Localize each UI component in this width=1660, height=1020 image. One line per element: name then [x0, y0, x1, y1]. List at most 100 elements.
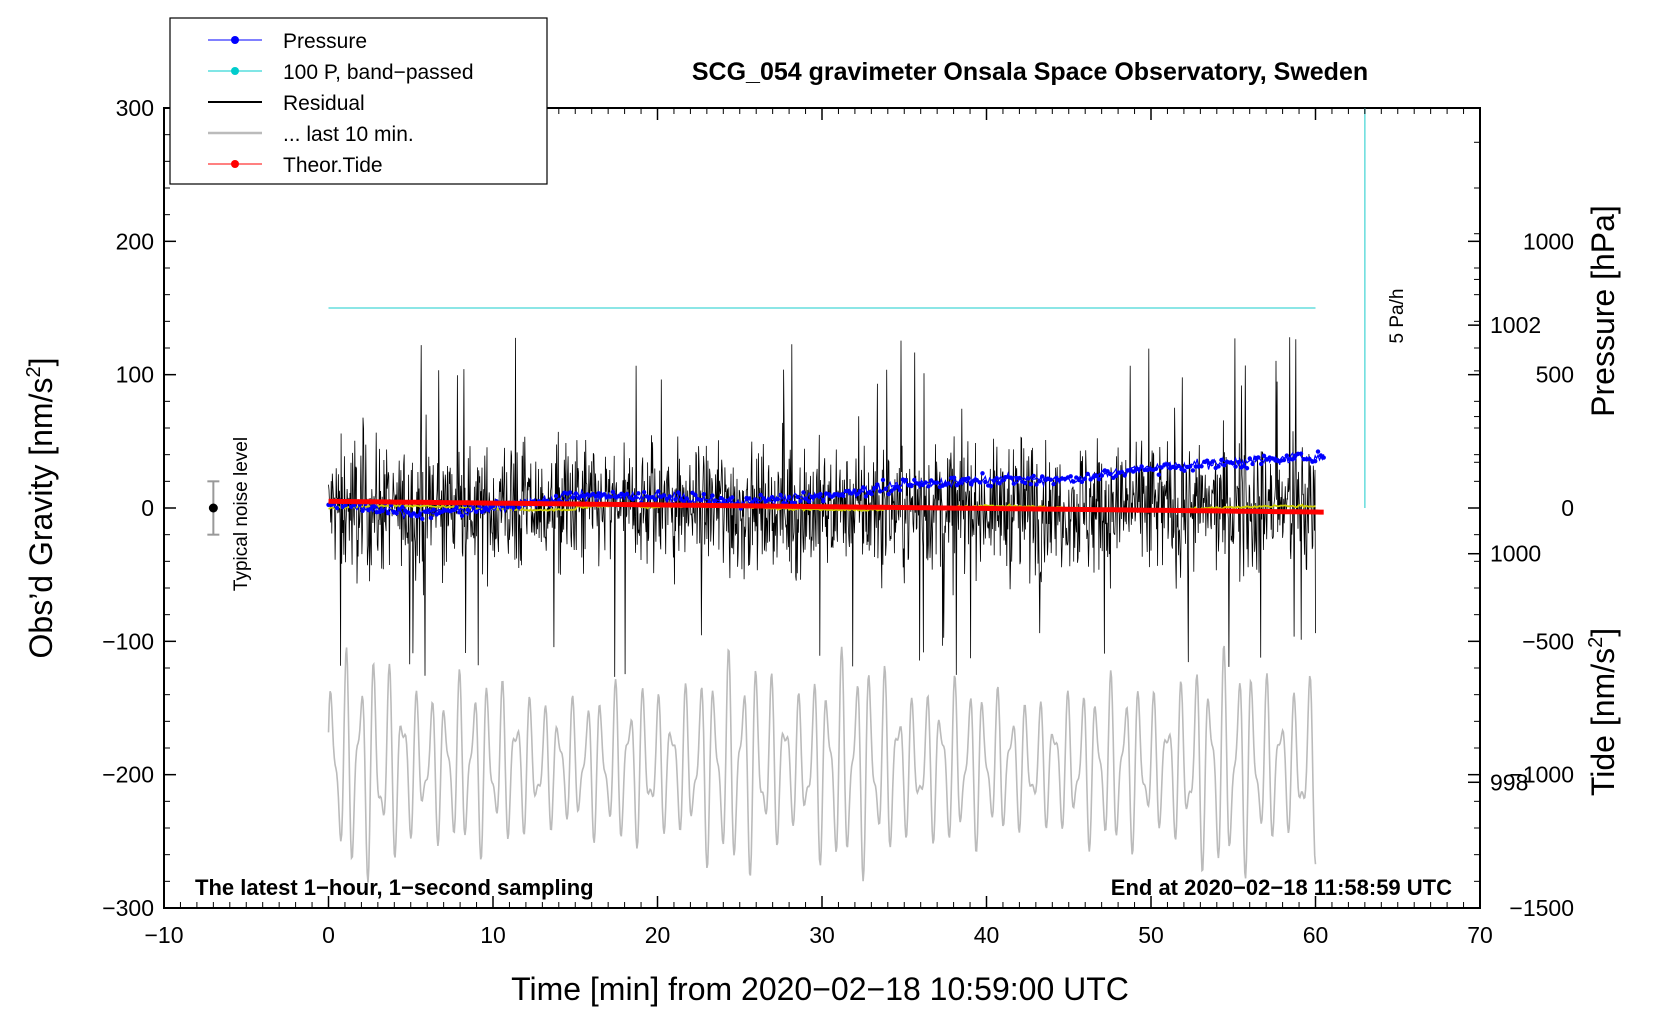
y-left-tick-label: −100	[102, 628, 154, 654]
y-tide-title-main: Tide [nm/s	[1585, 648, 1621, 796]
x-tick-label: 50	[1138, 922, 1164, 948]
y-tide-tick-label: −500	[1522, 628, 1574, 654]
pressure-point	[1028, 482, 1034, 487]
y-axis-left-title: Obs’d Gravity [nm/s2]	[23, 358, 59, 659]
pressure-point	[758, 492, 763, 498]
pressure-point	[818, 491, 823, 497]
legend-entry-tide: Theor.Tide	[208, 154, 383, 177]
legend-entry-last10: ... last 10 min.	[208, 123, 414, 146]
pressure-point	[988, 484, 994, 489]
pressure-point	[769, 494, 775, 500]
y-tide-tick-label: −1500	[1509, 895, 1574, 921]
pressure-point	[428, 515, 434, 521]
last-10-min-series	[327, 645, 1317, 883]
pressure-point	[1222, 463, 1227, 468]
legend-label-tide: Theor.Tide	[283, 154, 383, 177]
y-pressure-tick-label: 1000	[1490, 541, 1541, 567]
y-axis-pressure-title: Pressure [hPa]	[1585, 205, 1621, 417]
pressure-point	[1290, 457, 1295, 462]
pressure-point	[1156, 472, 1162, 477]
pressure-point	[806, 499, 812, 504]
pressure-point	[1068, 474, 1073, 479]
noise-marker	[207, 480, 220, 536]
y-left-tick-label: −300	[102, 895, 154, 921]
pressure-point	[420, 516, 425, 521]
pressure-point	[1031, 473, 1036, 479]
pressure-point	[636, 491, 641, 496]
tide-series	[328, 498, 1324, 515]
pressure-point	[479, 509, 485, 514]
y-pressure-tick-label: 998	[1490, 769, 1528, 795]
pressure-line	[327, 452, 1325, 520]
pressure-point	[360, 508, 365, 513]
footnote-left: The latest 1−hour, 1−second sampling	[195, 875, 594, 900]
pressure-point	[951, 475, 957, 480]
y-left-title-close: ]	[23, 358, 59, 367]
y-tide-tick-label: 500	[1536, 362, 1574, 388]
pressure-point	[1074, 475, 1079, 480]
x-tick-label: 70	[1467, 922, 1493, 948]
y-left-tick-label: −200	[102, 762, 154, 788]
pressure-point	[1034, 482, 1039, 487]
pressure-point	[730, 495, 735, 500]
chart-title: SCG_054 gravimeter Onsala Space Observat…	[692, 58, 1368, 86]
y-tide-tick-label: −1000	[1509, 762, 1574, 788]
pressure-point	[431, 507, 436, 512]
pressure-point	[553, 493, 559, 499]
pressure-point	[909, 483, 914, 489]
y-pressure-tick-label: 1002	[1490, 312, 1541, 338]
pressure-point	[1244, 466, 1250, 471]
pressure-point	[568, 490, 573, 495]
pressure-point	[926, 484, 931, 489]
y-left-tick-label: 100	[116, 362, 154, 388]
x-tick-label: −10	[144, 922, 183, 948]
pressure-point	[425, 508, 431, 513]
x-tick-label: 60	[1303, 922, 1329, 948]
pressure-point	[886, 491, 891, 497]
pressure-point	[1315, 449, 1321, 454]
pressure-point	[400, 504, 405, 510]
legend-label-last10: ... last 10 min.	[283, 123, 414, 146]
pressure-point	[980, 471, 985, 476]
x-tick-label: 20	[645, 922, 671, 948]
pressure-point	[1204, 458, 1210, 463]
noise-level-label: Typical noise level	[231, 437, 252, 591]
pressure-point	[798, 498, 803, 504]
pressure-point	[701, 492, 706, 497]
y-tide-tick-label: 0	[1561, 495, 1574, 521]
pressure-point	[1011, 481, 1016, 486]
data-layer	[207, 108, 1366, 883]
legend-entry-residual: Residual	[208, 92, 365, 115]
pressure-point	[1079, 479, 1085, 484]
y-left-title-main: Obs’d Gravity [nm/s	[23, 378, 59, 659]
x-axis-title: Time [min] from 2020−02−18 10:59:00 UTC	[511, 971, 1129, 1007]
pressure-point	[386, 511, 391, 516]
footnote-right: End at 2020−02−18 11:58:59 UTC	[1111, 875, 1452, 900]
y-axis-tide-title: Tide [nm/s2]	[1585, 628, 1621, 796]
y-left-tick-label: 200	[116, 228, 154, 254]
x-tick-label: 10	[480, 922, 506, 948]
pressure-point	[1017, 475, 1022, 481]
pressure-point	[869, 491, 874, 497]
tide-line	[328, 498, 1324, 515]
y-left-title-sup: 2	[23, 366, 45, 377]
tick-layer: −10 0 10 20 30 40 50 60 703002001000−100−200−300…	[102, 95, 1574, 948]
pressure-point	[889, 488, 894, 494]
pressure-point	[1190, 468, 1196, 473]
y-left-tick-label: 0	[141, 495, 154, 521]
pressure-point	[860, 485, 866, 490]
x-tick-label: 40	[974, 922, 1000, 948]
pressure-point	[747, 496, 752, 501]
legend-label-residual: Residual	[283, 92, 365, 115]
pressure-point	[459, 513, 465, 518]
pressure-point	[1259, 461, 1264, 467]
pressure-point	[596, 491, 601, 496]
legend: Pressure 100 P, band−passed Residual ...…	[169, 17, 548, 185]
pressure-point	[821, 499, 826, 504]
pressure-point	[1216, 464, 1221, 469]
legend-entry-pressure: Pressure	[208, 30, 367, 53]
y-tide-title-sup: 2	[1585, 637, 1607, 648]
pressure-point	[1281, 457, 1287, 463]
legend-entry-bandpassed: 100 P, band−passed	[208, 61, 474, 84]
